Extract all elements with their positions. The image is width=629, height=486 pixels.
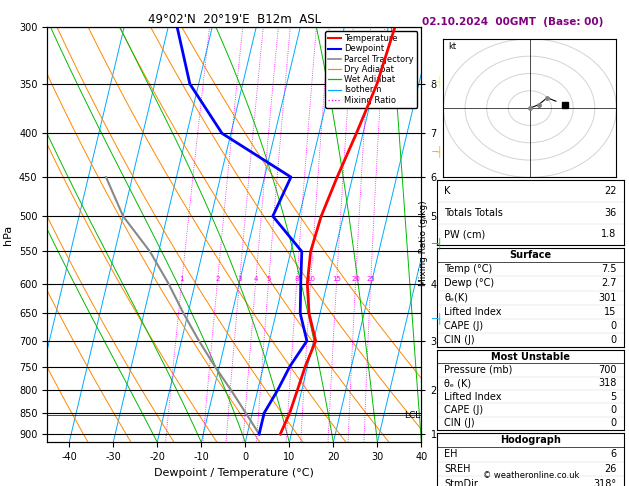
Text: 25: 25 [366, 276, 375, 282]
Legend: Temperature, Dewpoint, Parcel Trajectory, Dry Adiabat, Wet Adiabat, Isotherm, Mi: Temperature, Dewpoint, Parcel Trajectory… [325, 31, 417, 108]
Text: 318: 318 [598, 378, 616, 388]
Text: Lifted Index: Lifted Index [444, 392, 501, 402]
Text: 8: 8 [294, 276, 299, 282]
Text: 15: 15 [332, 276, 341, 282]
Text: StmDir: StmDir [444, 479, 478, 486]
Text: kt: kt [448, 42, 456, 52]
Text: Mixing Ratio (g/kg): Mixing Ratio (g/kg) [420, 200, 428, 286]
Text: CIN (J): CIN (J) [444, 418, 475, 429]
Text: Hodograph: Hodograph [500, 435, 560, 445]
Text: Pressure (mb): Pressure (mb) [444, 365, 513, 375]
Text: 10: 10 [306, 276, 315, 282]
Text: Most Unstable: Most Unstable [491, 351, 570, 362]
Text: 1: 1 [179, 276, 184, 282]
Text: ─┤: ─┤ [431, 237, 443, 249]
Text: K: K [444, 186, 450, 196]
Text: Totals Totals: Totals Totals [444, 208, 503, 218]
Text: 301: 301 [598, 293, 616, 303]
Text: CAPE (J): CAPE (J) [444, 405, 483, 415]
Text: SREH: SREH [444, 464, 470, 474]
Text: 318°: 318° [593, 479, 616, 486]
Text: EH: EH [444, 450, 457, 459]
Text: ─┤: ─┤ [431, 145, 443, 157]
Text: ─┤: ─┤ [431, 312, 443, 324]
Text: 2.7: 2.7 [601, 278, 616, 289]
Title: 49°02'N  20°19'E  B12m  ASL: 49°02'N 20°19'E B12m ASL [148, 13, 321, 26]
Text: 20: 20 [351, 276, 360, 282]
Text: 0: 0 [610, 418, 616, 429]
Y-axis label: km
ASL: km ASL [453, 224, 471, 245]
Text: Dewp (°C): Dewp (°C) [444, 278, 494, 289]
Text: 1.8: 1.8 [601, 229, 616, 240]
Text: 0: 0 [610, 335, 616, 346]
Text: Temp (°C): Temp (°C) [444, 264, 493, 274]
Text: Surface: Surface [509, 250, 551, 260]
Text: 22: 22 [604, 186, 616, 196]
Text: Lifted Index: Lifted Index [444, 307, 501, 317]
Text: CIN (J): CIN (J) [444, 335, 475, 346]
Text: ─┤: ─┤ [431, 75, 443, 87]
Text: 0: 0 [610, 321, 616, 331]
Text: 0: 0 [610, 405, 616, 415]
Text: 6: 6 [610, 450, 616, 459]
Text: 02.10.2024  00GMT  (Base: 00): 02.10.2024 00GMT (Base: 00) [422, 17, 603, 27]
Text: 700: 700 [598, 365, 616, 375]
Y-axis label: hPa: hPa [3, 225, 13, 244]
Text: 4: 4 [253, 276, 258, 282]
Text: 2: 2 [215, 276, 220, 282]
Text: 3: 3 [237, 276, 242, 282]
Text: 5: 5 [610, 392, 616, 402]
Text: LCL: LCL [404, 411, 420, 419]
Text: θₑ (K): θₑ (K) [444, 378, 471, 388]
Text: θₑ(K): θₑ(K) [444, 293, 468, 303]
Text: 36: 36 [604, 208, 616, 218]
Text: 26: 26 [604, 464, 616, 474]
Text: 15: 15 [604, 307, 616, 317]
Text: 7.5: 7.5 [601, 264, 616, 274]
X-axis label: Dewpoint / Temperature (°C): Dewpoint / Temperature (°C) [154, 468, 314, 478]
Text: 5: 5 [266, 276, 270, 282]
Text: © weatheronline.co.uk: © weatheronline.co.uk [483, 471, 580, 480]
Text: PW (cm): PW (cm) [444, 229, 486, 240]
Text: CAPE (J): CAPE (J) [444, 321, 483, 331]
